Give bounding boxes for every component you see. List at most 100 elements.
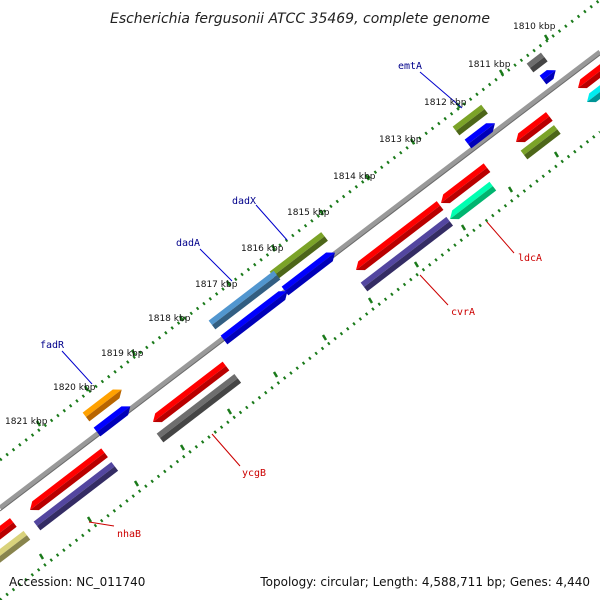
inner-major-tick bbox=[86, 516, 93, 523]
gene-ldcA-red-top-face bbox=[441, 163, 488, 203]
gene-ldcA-olive-top-face bbox=[520, 125, 558, 155]
gene-nhaB-cds bbox=[33, 461, 119, 531]
tick-label: 1816 kbp bbox=[241, 244, 284, 254]
gene-dadA-cds bbox=[208, 270, 281, 330]
gene-ldcA-red-left-bottom-face bbox=[516, 116, 553, 143]
gene-ldcA-cds-top-face bbox=[450, 181, 493, 219]
gene-label-cvrA: cvrA bbox=[451, 307, 475, 318]
accession-text: Accession: NC_011740 bbox=[9, 575, 145, 589]
gene-ycgB-red-top-face bbox=[153, 361, 226, 422]
gene-cvrA-red-bottom-face bbox=[356, 205, 444, 271]
genome-summary-text: Topology: circular; Length: 4,588,711 bp… bbox=[259, 575, 590, 589]
tick-label: 1821 kbp bbox=[5, 417, 48, 427]
outer-major-tick bbox=[270, 244, 277, 251]
cvrA-leader bbox=[419, 274, 449, 306]
gene-ycgB-cds bbox=[156, 373, 242, 443]
gene-fadR-cds-top-face bbox=[82, 389, 122, 417]
gene-ycgB-red-bottom-face bbox=[153, 365, 230, 423]
gene-label-dadA: dadA bbox=[176, 238, 200, 249]
gene-dadX-cds-top-face bbox=[269, 232, 325, 276]
gene-ldcA-red-left bbox=[516, 112, 553, 143]
gene-dadA-cds2-bottom-face bbox=[224, 291, 288, 345]
gene-right-red-top-top-face bbox=[578, 59, 600, 88]
outer-major-tick bbox=[543, 34, 550, 41]
gene-emtA-cds2-top-face bbox=[464, 123, 495, 144]
outer-major-tick bbox=[130, 349, 137, 356]
outer-major-tick bbox=[364, 174, 371, 181]
gene-nhaB-cds-top-face bbox=[33, 461, 115, 526]
map-title: Escherichia fergusonii ATCC 35469, compl… bbox=[110, 11, 490, 27]
inner-major-tick bbox=[460, 224, 467, 231]
inner-major-tick bbox=[38, 553, 45, 560]
gene-left-khaki bbox=[0, 530, 31, 567]
gene-ldcA-red bbox=[441, 163, 491, 204]
tick-label: 1810 kbp bbox=[513, 22, 556, 32]
label-leaders bbox=[61, 71, 515, 527]
ycgB-leader bbox=[211, 433, 241, 467]
inner-major-tick bbox=[179, 444, 186, 451]
gene-dadX-cds bbox=[269, 232, 328, 281]
gene-ldcA-cds bbox=[450, 181, 497, 220]
gene-left-khaki-bottom-face bbox=[0, 535, 31, 567]
gene-nhaB-red-top-face bbox=[30, 448, 105, 510]
outer-major-tick bbox=[35, 420, 42, 427]
emtA-leader bbox=[419, 71, 463, 109]
inner-major-tick bbox=[133, 480, 140, 487]
inner-major-tick bbox=[553, 151, 560, 158]
gene-fadR-cds-bottom-face bbox=[86, 389, 122, 422]
gene-nhaB-red bbox=[30, 448, 108, 511]
gene-emtA-upper-bottom-face bbox=[530, 57, 548, 73]
gene-dadX-cds2 bbox=[281, 252, 335, 296]
gene-right-cyan bbox=[587, 79, 600, 103]
gene-cvrA-red bbox=[356, 201, 444, 271]
gene-dadA-cds2 bbox=[220, 291, 288, 345]
gene-label-ldcA: ldcA bbox=[518, 253, 542, 264]
tick-label: 1811 kbp bbox=[468, 60, 511, 70]
gene-right-cyan-top-face bbox=[587, 79, 600, 102]
gene-labels: emtA dadX dadA fadR ldcA cvrA ycgB nhaB bbox=[40, 61, 542, 540]
gene-dadA-cds-top-face bbox=[208, 270, 278, 325]
tick-label: 1820 kbp bbox=[53, 383, 96, 393]
gene-emtA-cds2 bbox=[464, 123, 495, 149]
outer-major-tick bbox=[409, 138, 416, 145]
tick-label: 1815 kbp bbox=[287, 208, 330, 218]
dadX-leader bbox=[255, 204, 288, 241]
gene-label-emtA: emtA bbox=[398, 61, 422, 72]
tick-label: 1818 kbp bbox=[148, 314, 191, 324]
gene-fadR-cds2-top-face bbox=[93, 406, 131, 432]
gene-emtA-cds-bottom-face bbox=[456, 109, 488, 136]
gene-blocks bbox=[0, 52, 600, 567]
gene-ldcA-olive bbox=[520, 125, 561, 160]
gene-fadR-cds bbox=[82, 389, 122, 422]
tick-label: 1812 kbp bbox=[424, 98, 467, 108]
inner-major-tick bbox=[413, 261, 420, 268]
gene-emtA-lower-bottom-face bbox=[543, 70, 556, 85]
inner-major-tick bbox=[507, 186, 514, 193]
gene-cvrA-cds-bottom-face bbox=[364, 221, 454, 292]
gene-left-red-top-face bbox=[0, 518, 14, 548]
tick-label: 1814 kbp bbox=[333, 172, 376, 182]
tick-label: 1819 kbp bbox=[101, 349, 144, 359]
gene-ldcA-red-bottom-face bbox=[441, 167, 491, 204]
gene-emtA-lower bbox=[539, 70, 556, 85]
outer-major-tick bbox=[178, 315, 185, 322]
gene-ldcA-olive-bottom-face bbox=[524, 129, 561, 160]
gene-nhaB-red-bottom-face bbox=[30, 452, 108, 511]
tick-label: 1813 kbp bbox=[379, 135, 422, 145]
gene-ycgB-cds-bottom-face bbox=[160, 378, 242, 443]
gene-dadX-cds-bottom-face bbox=[273, 236, 328, 281]
gene-emtA-lower-top-face bbox=[539, 70, 556, 80]
gene-label-nhaB: nhaB bbox=[117, 529, 141, 540]
gene-right-cyan-bottom-face bbox=[587, 83, 600, 103]
major-ticks bbox=[35, 34, 560, 560]
gene-cvrA-cds bbox=[360, 216, 454, 292]
gene-left-red bbox=[0, 518, 17, 553]
gene-emtA-upper-top-face bbox=[526, 52, 545, 68]
gene-fadR-cds2 bbox=[93, 406, 131, 437]
tick-labels: 1810 kbp 1811 kbp 1812 kbp 1813 kbp 1814… bbox=[5, 22, 556, 427]
gene-dadA-cds-bottom-face bbox=[212, 275, 281, 330]
gene-label-fadR: fadR bbox=[40, 340, 65, 351]
gene-fadR-cds2-bottom-face bbox=[97, 406, 131, 437]
outer-major-tick bbox=[83, 385, 90, 392]
